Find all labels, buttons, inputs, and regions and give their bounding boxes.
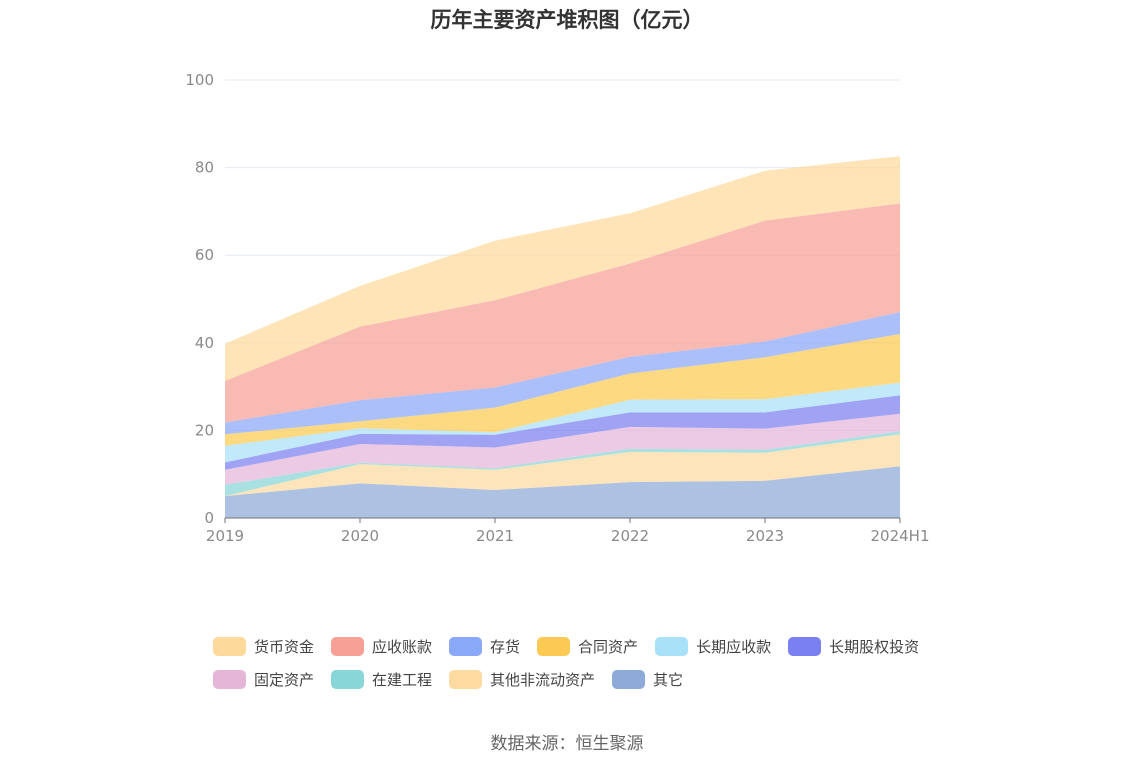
- y-tick-label: 0: [204, 509, 214, 527]
- legend-label: 存货: [490, 638, 521, 656]
- legend-item-cash[interactable]: 货币资金: [213, 636, 314, 657]
- chart-title: 历年主要资产堆积图（亿元）: [430, 8, 704, 32]
- legend-swatch: [537, 637, 571, 656]
- area-应收账款: [225, 203, 900, 423]
- area-其他非流动资产: [225, 434, 900, 497]
- legend-item-long-term-receivables[interactable]: 长期应收款: [655, 636, 771, 657]
- x-tick-label: 2023: [746, 527, 784, 545]
- legend-label: 货币资金: [254, 638, 315, 656]
- legend-item-contract-assets[interactable]: 合同资产: [537, 636, 638, 657]
- legend-row-1: 货币资金 应收账款 存货 合同资产 长期应收款 长期股权投资: [213, 630, 973, 663]
- legend-swatch: [213, 670, 246, 689]
- area-固定资产: [225, 413, 900, 485]
- y-tick-label: 40: [195, 334, 214, 352]
- y-tick-label: 20: [195, 421, 214, 439]
- legend-label: 固定资产: [254, 671, 315, 689]
- x-tick-label: 2019: [206, 527, 244, 545]
- legend-item-other-noncurrent[interactable]: 其他非流动资产: [449, 669, 595, 690]
- area-长期应收款: [225, 382, 900, 463]
- legend-label: 长期应收款: [696, 638, 772, 656]
- legend-item-long-term-equity[interactable]: 长期股权投资: [788, 636, 919, 657]
- legend-item-fixed-assets[interactable]: 固定资产: [213, 669, 314, 690]
- y-tick-label: 100: [185, 71, 214, 89]
- area-长期股权投资: [225, 395, 900, 470]
- legend-row-2: 固定资产 在建工程 其他非流动资产 其它: [213, 663, 973, 696]
- legend-label: 在建工程: [372, 671, 433, 689]
- legend-swatch: [331, 637, 365, 656]
- legend-swatch: [449, 637, 483, 656]
- legend-item-receivables[interactable]: 应收账款: [331, 636, 432, 657]
- legend-swatch: [331, 670, 365, 689]
- legend-item-inventory[interactable]: 存货: [449, 636, 520, 657]
- x-tick-label: 2022: [611, 527, 649, 545]
- x-tick-label: 2021: [476, 527, 514, 545]
- legend-item-construction[interactable]: 在建工程: [331, 669, 432, 690]
- legend-swatch: [612, 670, 646, 689]
- area-合同资产: [225, 334, 900, 446]
- legend-label: 其它: [653, 671, 684, 689]
- legend-swatch: [788, 637, 822, 656]
- legend-label: 应收账款: [372, 638, 433, 656]
- legend-label: 长期股权投资: [829, 638, 920, 656]
- area-存货: [225, 312, 900, 435]
- legend-label: 合同资产: [578, 638, 639, 656]
- x-tick-label: 2024H1: [871, 527, 930, 545]
- area-series: [225, 156, 900, 518]
- area-货币资金: [225, 156, 900, 381]
- axes: 0 20 40 60 80 100 2019 2020 2021 2022 2023 2024H1: [185, 71, 929, 545]
- area-其它: [225, 466, 900, 518]
- y-tick-label: 60: [195, 246, 214, 264]
- area-在建工程: [225, 431, 900, 497]
- stacked-area-chart: 0 20 40 60 80 100 2019 2020 2021 2022 2023 2024H1: [185, 71, 929, 545]
- legend-swatch: [213, 637, 246, 656]
- y-tick-label: 80: [195, 159, 214, 177]
- legend-swatch: [449, 670, 483, 689]
- data-source-note: 数据来源：恒生聚源: [490, 734, 644, 754]
- legend-swatch: [655, 637, 689, 656]
- legend-item-other[interactable]: 其它: [612, 669, 683, 690]
- legend: 货币资金 应收账款 存货 合同资产 长期应收款 长期股权投资 固定资产: [213, 630, 973, 696]
- legend-label: 其他非流动资产: [490, 671, 596, 689]
- x-tick-label: 2020: [341, 527, 379, 545]
